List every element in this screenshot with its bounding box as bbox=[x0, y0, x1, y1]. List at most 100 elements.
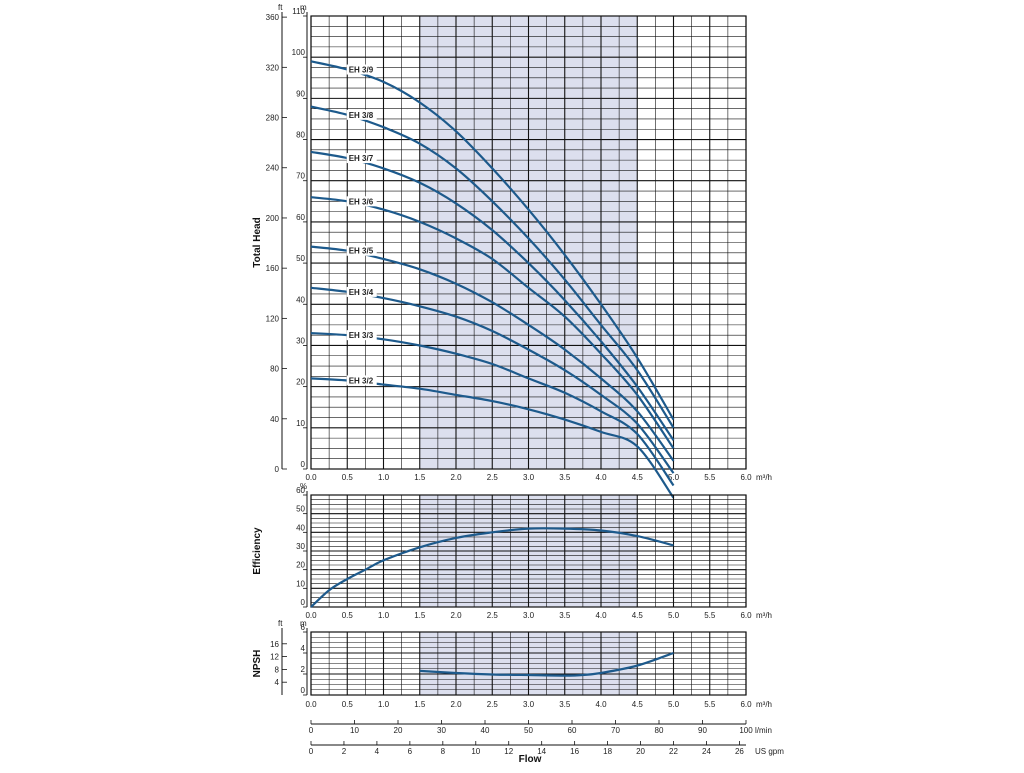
npsh-m-tick-label: 0 bbox=[301, 686, 306, 695]
npsh-x-tick-label: 2.0 bbox=[450, 700, 462, 709]
npsh-x-tick-label: 4.0 bbox=[595, 700, 607, 709]
efficiency-x-tick-label: 3.0 bbox=[523, 611, 535, 620]
efficiency-frame bbox=[310, 494, 747, 608]
npsh-panel: 0 2 4 6m 4 8 12 16 ft 0.0 0.5 1.0 1.5 2.0 2.5 3.0 3.5 4.0… bbox=[252, 619, 772, 709]
flow-scale-tick-label: 20 bbox=[394, 726, 403, 735]
head-series-line bbox=[310, 105, 675, 429]
npsh-x-tick-label: 3.5 bbox=[559, 700, 571, 709]
flow-scale-1: 0 2 4 6 8 10 12 14 16 18 20 22 24 26 US gpm bbox=[309, 741, 784, 756]
head-series-line bbox=[310, 196, 675, 450]
head-m-tick-label: 90 bbox=[296, 89, 305, 98]
head-series-label: EH 3/5 bbox=[349, 247, 374, 256]
efficiency-x-tick-label: 5.5 bbox=[704, 611, 716, 620]
flow-scale-tick-label: 0 bbox=[309, 726, 314, 735]
head-series-label-bg bbox=[346, 286, 377, 297]
head-series-line bbox=[310, 60, 675, 421]
flow-scale-0: 0 10 20 30 40 50 60 70 80 90 100 l/min bbox=[309, 720, 772, 735]
flow-scale-tick-label: 18 bbox=[603, 747, 612, 756]
efficiency-m-tick-label: 50 bbox=[296, 505, 305, 514]
head-series-label: EH 3/9 bbox=[349, 66, 374, 75]
flow-scale-tick-label: 22 bbox=[669, 747, 678, 756]
head-m-tick-label: 70 bbox=[296, 172, 305, 181]
efficiency-m-tick-label: 60 bbox=[296, 486, 305, 495]
head-series-label-bg bbox=[346, 330, 377, 341]
efficiency-m-tick-label: 0 bbox=[301, 598, 306, 607]
head-series-label-bg bbox=[346, 109, 377, 120]
npsh-x-tick-label: 6.0 bbox=[740, 700, 752, 709]
flow-scale-tick-label: 10 bbox=[350, 726, 359, 735]
head-ft-tick-label: 120 bbox=[266, 314, 280, 323]
efficiency-m-unit: % bbox=[300, 482, 307, 491]
head-ft-tick-label: 240 bbox=[266, 164, 280, 173]
efficiency-x-tick-label: 3.5 bbox=[559, 611, 571, 620]
efficiency-m-tick-label: 10 bbox=[296, 579, 305, 588]
head-x-tick-label: 0.0 bbox=[305, 473, 317, 482]
head-series-label: EH 3/7 bbox=[349, 154, 374, 163]
head-ft-tick-label: 200 bbox=[266, 214, 280, 223]
head-x-tick-label: 1.0 bbox=[378, 473, 390, 482]
head-m-tick-label: 50 bbox=[296, 254, 305, 263]
npsh-x-unit: m³/h bbox=[756, 700, 772, 709]
npsh-x-tick-label: 1.5 bbox=[414, 700, 426, 709]
head-series-label: EH 3/4 bbox=[349, 288, 374, 297]
efficiency-x-tick-label: 1.5 bbox=[414, 611, 426, 620]
flow-scale-tick-label: 90 bbox=[698, 726, 707, 735]
flow-scale-tick-label: 8 bbox=[441, 747, 446, 756]
head-m-tick-label: 40 bbox=[296, 295, 305, 304]
efficiency-x-tick-label: 5.0 bbox=[668, 611, 680, 620]
flow-scale-unit: l/min bbox=[755, 726, 772, 735]
head-m-tick-label: 110 bbox=[292, 7, 305, 16]
npsh-m-tick-label: 6 bbox=[301, 623, 306, 632]
efficiency-m-tick-label: 40 bbox=[296, 523, 305, 532]
head-x-tick-label: 3.0 bbox=[523, 473, 535, 482]
flow-scale-tick-label: 40 bbox=[481, 726, 490, 735]
npsh-ft-tick-label: 16 bbox=[270, 640, 279, 649]
flow-scale-tick-label: 4 bbox=[375, 747, 380, 756]
npsh-frame bbox=[310, 631, 747, 696]
flow-scale-tick-label: 12 bbox=[504, 747, 513, 756]
head-m-tick-label: 10 bbox=[296, 419, 305, 428]
flow-scale-tick-label: 60 bbox=[568, 726, 577, 735]
efficiency-x-tick-label: 6.0 bbox=[740, 611, 752, 620]
head-ft-unit: ft bbox=[278, 3, 283, 12]
efficiency-series-line bbox=[310, 527, 674, 608]
npsh-m-tick-label: 4 bbox=[301, 644, 306, 653]
head-series-label-bg bbox=[346, 245, 377, 256]
head-x-tick-label: 1.5 bbox=[414, 473, 426, 482]
head-ft-tick-label: 80 bbox=[270, 365, 279, 374]
head-frame bbox=[310, 15, 747, 470]
head-series-label: EH 3/3 bbox=[349, 331, 374, 340]
flow-scale-tick-label: 24 bbox=[702, 747, 711, 756]
head-ft-tick-label: 280 bbox=[266, 114, 280, 123]
head-series-label-bg bbox=[346, 375, 377, 386]
npsh-m-unit: m bbox=[300, 619, 307, 628]
head-x-tick-label: 2.5 bbox=[487, 473, 499, 482]
flow-scale-tick-label: 10 bbox=[471, 747, 480, 756]
head-series-label-bg bbox=[346, 153, 377, 164]
npsh-x-tick-label: 0.5 bbox=[342, 700, 354, 709]
head-m-tick-label: 30 bbox=[296, 336, 305, 345]
efficiency-x-tick-label: 2.0 bbox=[450, 611, 462, 620]
flow-scale-tick-label: 2 bbox=[342, 747, 347, 756]
efficiency-x-tick-label: 0.0 bbox=[305, 611, 317, 620]
head-m-tick-label: 100 bbox=[292, 48, 306, 57]
npsh-ft-tick-label: 8 bbox=[275, 665, 280, 674]
head-x-tick-label: 4.5 bbox=[632, 473, 644, 482]
head-x-tick-label: 4.0 bbox=[595, 473, 607, 482]
efficiency-panel: 0 10 20 30 40 50 60% 0.0 0.5 1.0 1.5 2.0 2.5 3.0 3.5 4.… bbox=[252, 482, 772, 620]
head-series-line bbox=[310, 245, 675, 462]
npsh-y-axis-title: NPSH bbox=[252, 650, 263, 678]
npsh-x-tick-label: 0.0 bbox=[305, 700, 317, 709]
efficiency-x-tick-label: 4.5 bbox=[632, 611, 644, 620]
head-series-label: EH 3/8 bbox=[349, 111, 374, 120]
npsh-ft-unit: ft bbox=[278, 619, 283, 628]
efficiency-x-tick-label: 4.0 bbox=[595, 611, 607, 620]
head-ft-tick-label: 360 bbox=[266, 13, 280, 22]
head-series-line bbox=[310, 150, 675, 441]
head-m-tick-label: 20 bbox=[296, 378, 305, 387]
head-m-tick-label: 80 bbox=[296, 131, 305, 140]
flow-scale-tick-label: 70 bbox=[611, 726, 620, 735]
x-axis-title: Flow bbox=[519, 754, 542, 765]
